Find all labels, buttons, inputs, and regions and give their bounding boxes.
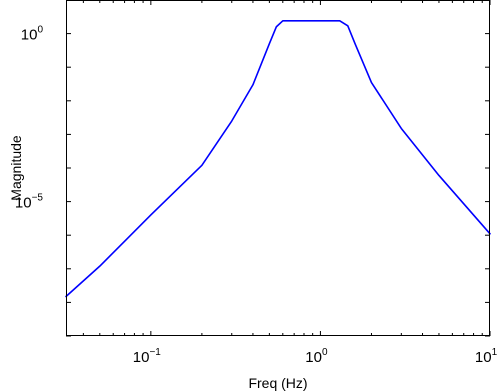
x-axis-label: Freq (Hz) [248, 375, 307, 391]
x-tick-label: 101 [475, 347, 498, 366]
x-tick-label: 10−1 [133, 347, 162, 366]
series-line-0 [65, 20, 491, 298]
y-tick-label: 100 [21, 25, 44, 44]
series-layer [65, 20, 491, 298]
plot-area [66, 0, 490, 336]
y-tick-label: 10−5 [15, 193, 44, 212]
y-axis-label: Magnitude [8, 135, 24, 201]
tick-labels: 10−1 100 101 100 10−5 [15, 25, 498, 366]
axes-box [66, 0, 490, 336]
x-tick-label: 100 [305, 347, 328, 366]
